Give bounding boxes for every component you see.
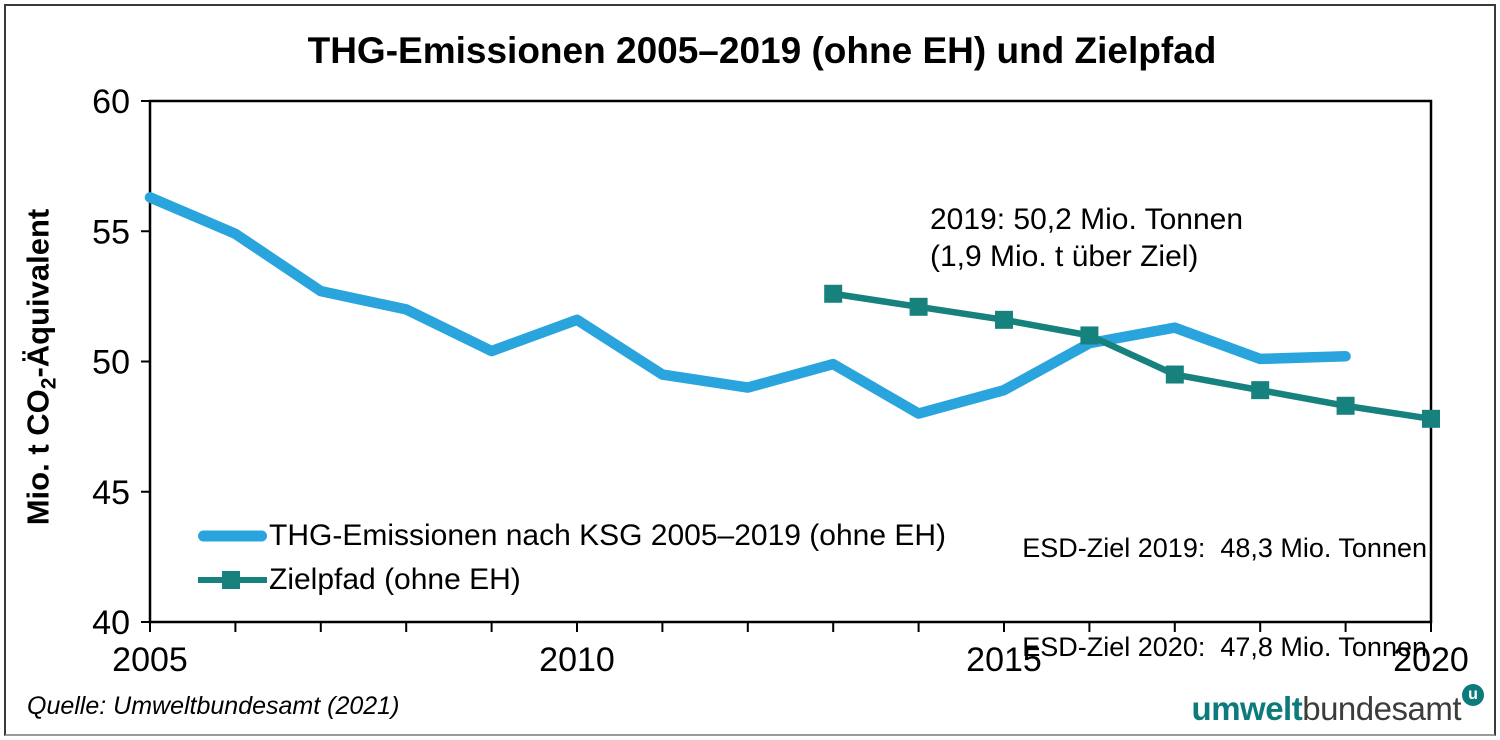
legend-label-emissions: THG-Emissionen nach KSG 2005–2019 (ohne …: [269, 519, 947, 552]
logo-u-badge-icon: u: [1462, 684, 1484, 706]
annotation-esd-targets: ESD-Ziel 2019: 48,3 Mio. Tonnen ESD-Ziel…: [1022, 466, 1427, 730]
svg-text:50: 50: [92, 344, 130, 382]
svg-text:2015: 2015: [966, 641, 1042, 679]
umweltbundesamt-logo: umwelt bundesamt u: [1191, 684, 1484, 727]
annotation-2019-line2: (1,9 Mio. t über Ziel): [930, 240, 1199, 273]
svg-text:55: 55: [92, 213, 130, 251]
chart-title: THG-Emissionen 2005–2019 (ohne EH) und Z…: [307, 30, 1217, 71]
emissions-line-icon: [198, 530, 267, 542]
legend-label-target: Zielpfad (ohne EH): [269, 563, 521, 596]
logo-bundesamt-text: bundesamt: [1302, 690, 1461, 727]
annotation-2019-value: 2019: 50,2 Mio. Tonnen (1,9 Mio. t über …: [930, 201, 1243, 275]
svg-text:2005: 2005: [112, 641, 188, 679]
y-axis-title-text-end: -Äquivalent: [20, 208, 56, 378]
source-credit: Quelle: Umweltbundesamt (2021): [27, 692, 400, 720]
annotation-esd-line1: ESD-Ziel 2019: 48,3 Mio. Tonnen: [1022, 533, 1427, 563]
annotation-esd-line2: ESD-Ziel 2020: 47,8 Mio. Tonnen: [1022, 632, 1427, 662]
legend-item-target: Zielpfad (ohne EH): [198, 558, 946, 602]
y-axis-title-text: Mio. t CO: [20, 389, 56, 526]
svg-text:40: 40: [92, 604, 130, 642]
y-axis-title-subscript: 2: [37, 377, 61, 390]
svg-text:60: 60: [92, 83, 130, 121]
legend: THG-Emissionen nach KSG 2005–2019 (ohne …: [198, 514, 946, 602]
logo-umwelt-text: umwelt: [1191, 690, 1303, 727]
legend-swatch-target: [198, 558, 267, 602]
annotation-2019-line1: 2019: 50,2 Mio. Tonnen: [930, 203, 1244, 236]
target-marker-icon: [222, 571, 240, 589]
svg-text:2020: 2020: [1393, 641, 1469, 679]
svg-text:45: 45: [92, 474, 130, 512]
y-axis-title: Mio. t CO2-Äquivalent: [20, 209, 61, 526]
svg-text:2010: 2010: [539, 641, 615, 679]
legend-swatch-emissions: [198, 514, 267, 558]
legend-item-emissions: THG-Emissionen nach KSG 2005–2019 (ohne …: [198, 514, 946, 558]
